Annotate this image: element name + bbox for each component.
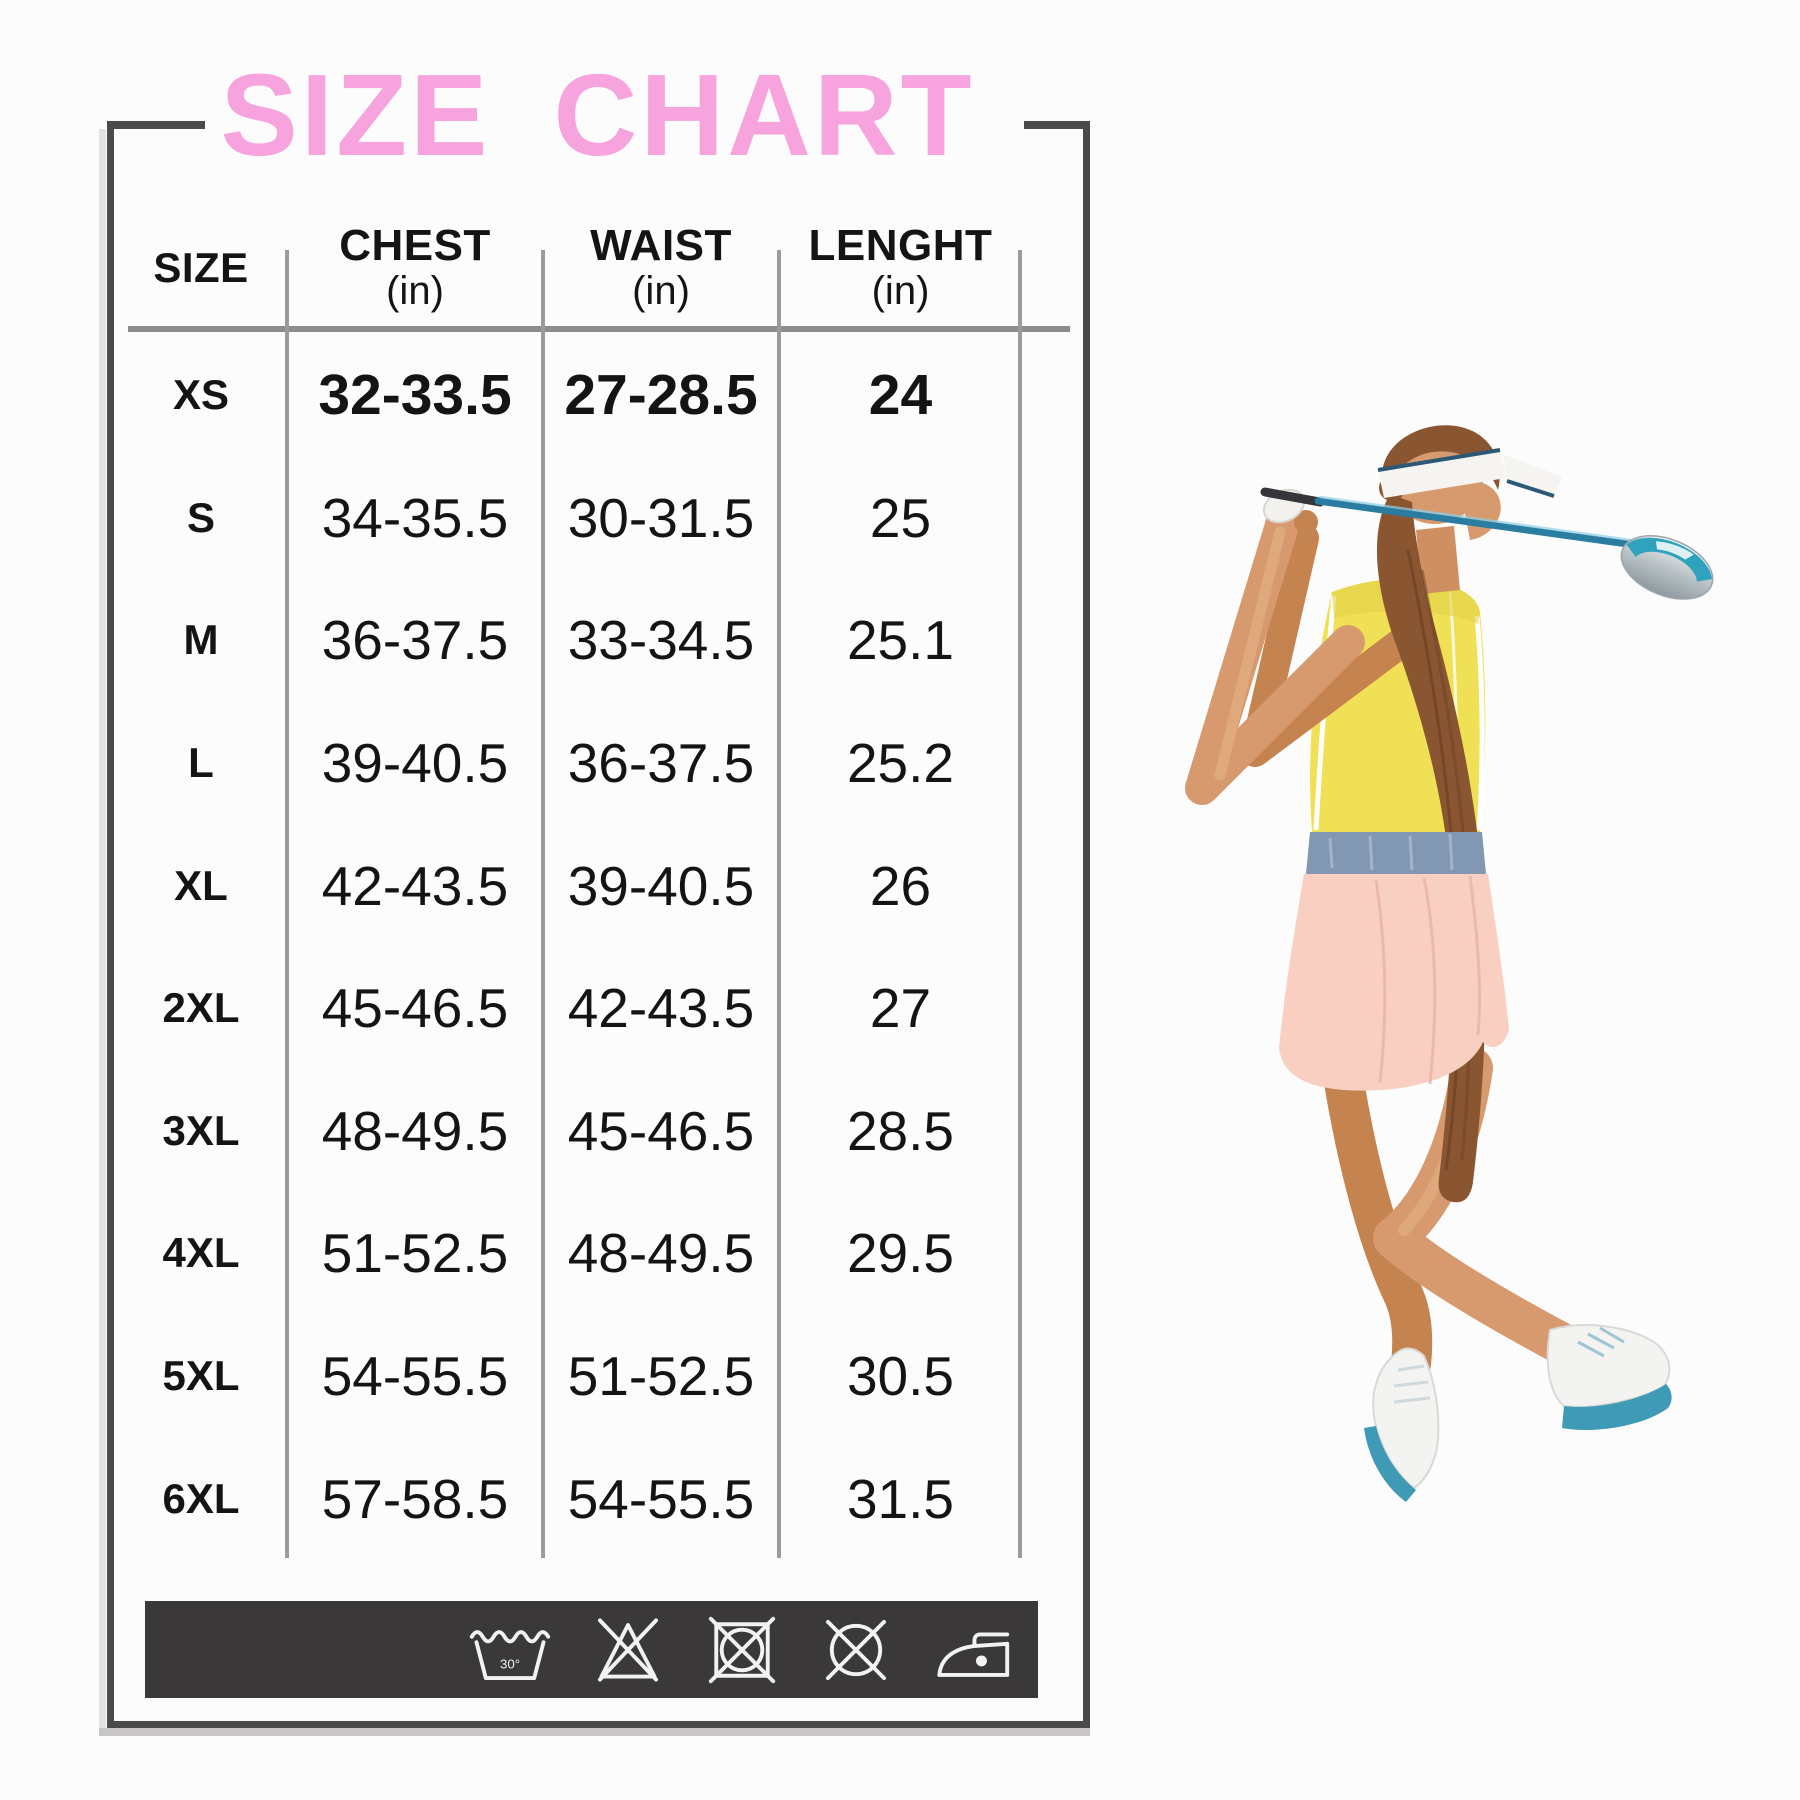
waist-cell: 30-31.5 <box>567 486 755 549</box>
golfer-visor <box>1377 448 1562 498</box>
size-cell: XL <box>174 861 228 909</box>
column-header-unit: (in) <box>632 269 690 313</box>
length-cell: 25 <box>869 486 932 549</box>
column-header-size: SIZE <box>115 212 287 324</box>
frame-left-border <box>107 121 114 1728</box>
table-row: 3XL 48-49.5 45-46.5 28.5 <box>115 1070 1022 1193</box>
do-not-bleach-icon <box>588 1611 668 1689</box>
chest-cell: 34-35.5 <box>321 486 509 549</box>
size-table-header: SIZE CHEST (in) WAIST (in) LENGHT (in) <box>115 212 1022 324</box>
do-not-dry-clean-icon <box>816 1611 896 1689</box>
length-cell: 25.2 <box>846 732 955 795</box>
size-table-body: XS 32-33.5 27-28.5 24 S 34-35.5 30-31.5 25 M 36-3… <box>115 334 1022 1560</box>
frame-left-shadow <box>99 129 106 1728</box>
length-cell: 26 <box>869 854 932 917</box>
frame-top-right-segment <box>1024 121 1090 129</box>
length-cell: 30.5 <box>846 1345 955 1408</box>
frame-bottom-border <box>107 1721 1090 1728</box>
chest-cell: 32-33.5 <box>318 363 512 428</box>
club-head <box>1620 535 1714 600</box>
column-header-label: WAIST <box>590 221 732 270</box>
column-header-chest: CHEST (in) <box>287 212 543 324</box>
waist-cell: 42-43.5 <box>567 977 755 1040</box>
waist-cell: 33-34.5 <box>567 609 755 672</box>
column-header-length: LENGHT (in) <box>779 212 1022 324</box>
table-row: L 39-40.5 36-37.5 25.2 <box>115 702 1022 825</box>
column-header-waist: WAIST (in) <box>543 212 779 324</box>
column-header-label: CHEST <box>339 221 491 270</box>
table-row: XS 32-33.5 27-28.5 24 <box>115 334 1022 457</box>
golf-club <box>1260 487 1714 600</box>
size-cell: M <box>183 616 219 664</box>
table-row: 2XL 45-46.5 42-43.5 27 <box>115 947 1022 1070</box>
do-not-tumble-dry-icon <box>702 1611 782 1689</box>
waist-cell: 51-52.5 <box>567 1345 755 1408</box>
size-cell: 2XL <box>162 984 240 1032</box>
table-row: 6XL 57-58.5 54-55.5 31.5 <box>115 1437 1022 1560</box>
size-cell: 6XL <box>162 1474 240 1522</box>
golfer-near-arm <box>1185 505 1365 805</box>
column-header-label: LENGHT <box>808 221 993 270</box>
column-separator <box>777 250 781 1558</box>
chest-cell: 39-40.5 <box>321 732 509 795</box>
size-cell: XS <box>172 371 230 419</box>
table-row: S 34-35.5 30-31.5 25 <box>115 457 1022 580</box>
column-header-label: SIZE <box>153 244 249 291</box>
chest-cell: 36-37.5 <box>321 609 509 672</box>
size-cell: L <box>188 739 214 787</box>
frame-top-left-segment <box>107 121 205 129</box>
length-cell: 28.5 <box>846 1099 955 1162</box>
chest-cell: 48-49.5 <box>321 1099 509 1162</box>
golfer-skirt <box>1279 874 1509 1091</box>
golfer-shoes <box>1364 1324 1672 1502</box>
header-underline <box>128 326 1070 332</box>
waist-cell: 36-37.5 <box>567 732 755 795</box>
column-separator <box>285 250 289 1558</box>
waist-cell: 54-55.5 <box>567 1467 755 1530</box>
column-header-unit: (in) <box>386 269 444 313</box>
length-cell: 31.5 <box>846 1467 955 1530</box>
care-instructions-bar: 30° <box>145 1601 1038 1698</box>
table-row: M 36-37.5 33-34.5 25.1 <box>115 579 1022 702</box>
golfer-belt <box>1306 832 1486 874</box>
waist-cell: 45-46.5 <box>567 1099 755 1162</box>
machine-wash-30-icon: 30° <box>466 1611 554 1689</box>
chest-cell: 54-55.5 <box>321 1345 509 1408</box>
length-cell: 27 <box>869 977 932 1040</box>
frame-drop-shadow <box>99 1728 1090 1736</box>
frame-right-border <box>1083 121 1090 1728</box>
size-cell: S <box>186 493 215 541</box>
column-header-unit: (in) <box>871 269 930 313</box>
size-cell: 5XL <box>162 1352 240 1400</box>
chest-cell: 45-46.5 <box>321 977 509 1040</box>
waist-cell: 27-28.5 <box>564 363 758 428</box>
length-cell: 25.1 <box>846 609 955 672</box>
waist-cell: 48-49.5 <box>567 1222 755 1285</box>
waist-cell: 39-40.5 <box>567 854 755 917</box>
iron-low-heat-icon <box>930 1611 1022 1689</box>
table-row: 4XL 51-52.5 48-49.5 29.5 <box>115 1192 1022 1315</box>
chest-cell: 57-58.5 <box>321 1467 509 1530</box>
chest-cell: 51-52.5 <box>321 1222 509 1285</box>
size-cell: 3XL <box>162 1106 240 1154</box>
column-separator <box>1018 250 1022 1558</box>
table-row: 5XL 54-55.5 51-52.5 30.5 <box>115 1315 1022 1438</box>
table-row: XL 42-43.5 39-40.5 26 <box>115 824 1022 947</box>
page-title: SIZE CHART <box>220 50 975 180</box>
column-separator <box>541 250 545 1558</box>
length-cell: 24 <box>868 363 933 428</box>
chest-cell: 42-43.5 <box>321 854 509 917</box>
svg-text:30°: 30° <box>500 1656 520 1671</box>
length-cell: 29.5 <box>846 1222 955 1285</box>
size-cell: 4XL <box>162 1229 240 1277</box>
golfer-photo <box>1185 425 1714 1502</box>
